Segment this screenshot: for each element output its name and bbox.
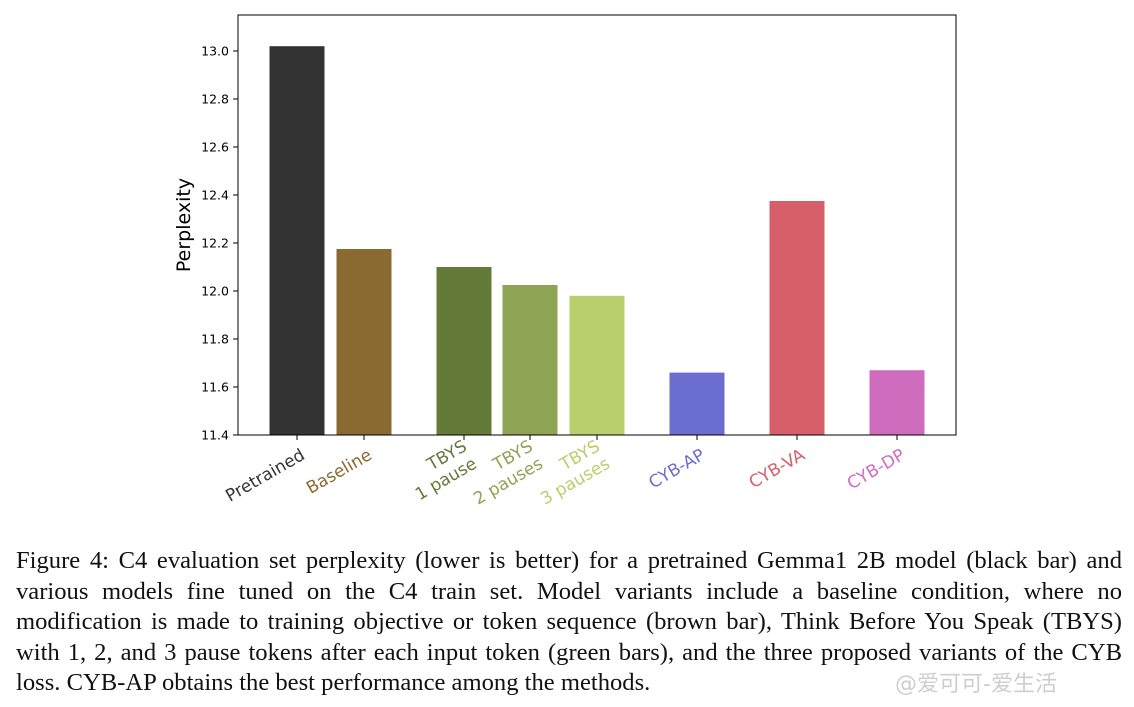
x-tick-label: Baseline: [303, 445, 375, 498]
y-tick-label: 12.8: [201, 92, 229, 107]
y-tick-label: 11.8: [201, 332, 229, 347]
x-tick-label: TBYS1 pause: [402, 437, 480, 505]
x-tick-label: CYB-DP: [844, 445, 909, 494]
x-tick-label-line: Pretrained: [222, 445, 308, 506]
x-tick-label-line: CYB-AP: [645, 445, 708, 493]
bar-tbys-2-pauses: [502, 285, 558, 435]
bar-cyb-va: [769, 201, 825, 435]
bar-baseline: [336, 249, 392, 435]
x-tick-label: CYB-VA: [746, 445, 809, 493]
y-tick-label: 13.0: [201, 44, 229, 59]
bar-cyb-dp: [869, 370, 925, 435]
y-axis-label: Perplexity: [173, 178, 195, 272]
plot-frame: [237, 14, 957, 436]
y-tick-label: 12.0: [201, 284, 229, 299]
bars-layer: [269, 46, 925, 435]
x-tick-label-line: Baseline: [303, 445, 375, 498]
y-tick-label: 12.6: [201, 140, 229, 155]
y-tick-label: 11.4: [201, 428, 229, 443]
bar-cyb-ap: [669, 372, 725, 435]
perplexity-bar-chart: 11.4 11.6 11.8 12.0 12.2 12.4 12.6 12.8 13.0 Pre…: [173, 14, 957, 509]
bar-tbys-1-pause: [436, 267, 492, 435]
y-tick-label: 12.4: [201, 188, 229, 203]
y-axis: 11.4 11.6 11.8 12.0 12.2 12.4 12.6 12.8 13.0: [201, 44, 238, 443]
figure-caption: Figure 4: C4 evaluation set perplexity (…: [16, 547, 1122, 697]
x-tick-label: CYB-AP: [645, 445, 708, 493]
y-tick-label: 12.2: [201, 236, 229, 251]
bar-tbys-3-pauses: [569, 295, 625, 435]
x-tick-label: Pretrained: [222, 445, 308, 506]
x-tick-label-line: CYB-VA: [746, 445, 809, 493]
bar-pretrained: [269, 46, 325, 435]
x-tick-label-line: CYB-DP: [844, 445, 909, 494]
y-tick-label: 11.6: [201, 380, 229, 395]
